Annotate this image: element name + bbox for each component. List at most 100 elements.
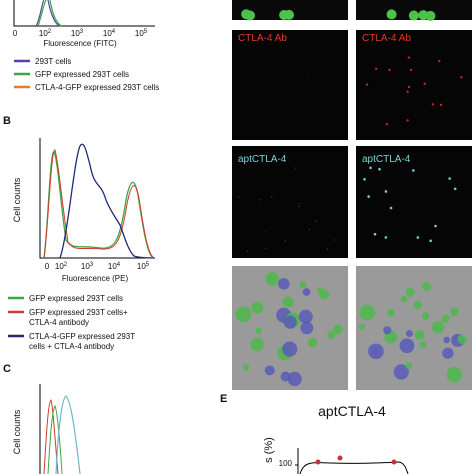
cell [302, 288, 311, 296]
tick-base: 10 [108, 262, 117, 271]
cell [298, 205, 300, 207]
x-tick-label: 104 [108, 262, 121, 271]
tick-exp: 2 [64, 262, 68, 268]
cell [307, 337, 318, 348]
cell [327, 331, 335, 339]
curve [43, 149, 154, 259]
cell [235, 306, 252, 323]
cell [298, 203, 300, 205]
y-tick-label: 100 [279, 459, 293, 468]
cell [359, 304, 376, 321]
cell [295, 167, 297, 169]
cell [405, 330, 413, 338]
cell [265, 231, 267, 233]
cell [446, 366, 462, 383]
cell [384, 236, 388, 239]
cell [295, 90, 297, 92]
cell [385, 123, 389, 126]
cell [287, 371, 302, 387]
tick-exp: 5 [146, 262, 150, 268]
legend-label: GFP expressed 293T cells [29, 294, 123, 303]
cell [421, 281, 431, 291]
axes [295, 448, 299, 474]
panel-d [232, 0, 472, 390]
cell [438, 59, 441, 63]
dot [337, 455, 343, 461]
cell [255, 327, 262, 334]
row-label: aptCTLA-4 [238, 154, 287, 165]
cell [365, 83, 369, 86]
cell [308, 228, 310, 231]
x-tick-label: 102 [55, 262, 68, 271]
cell [407, 85, 411, 89]
axes [13, 0, 155, 27]
cell [250, 337, 264, 352]
micrograph [232, 30, 348, 140]
cell [255, 132, 257, 134]
cell [443, 336, 450, 344]
cell [429, 239, 432, 243]
cell [378, 167, 381, 171]
legend-label: CTLA-4-GFP expressed 293T cells [35, 83, 159, 92]
x-axis-label: Fluorescence (PE) [62, 274, 129, 283]
cell [407, 56, 411, 59]
cell [409, 68, 413, 72]
curve [43, 399, 59, 474]
cell [253, 114, 255, 116]
x-tick-label: 104 [103, 29, 116, 38]
tick-base: 10 [39, 29, 48, 38]
cell [319, 289, 330, 300]
x-tick-label: 105 [137, 262, 150, 271]
tick-base: 10 [135, 29, 144, 38]
panel-label: E [220, 393, 227, 405]
x-tick-label: 102 [39, 29, 52, 38]
cell [406, 90, 409, 93]
tick-base: 10 [137, 262, 146, 271]
micrograph [356, 0, 472, 20]
cell [400, 296, 408, 303]
tick-base: 10 [55, 262, 64, 271]
cell [416, 236, 420, 239]
tick-exp: 5 [144, 29, 148, 35]
x-tick-label: 103 [71, 29, 84, 38]
cell [358, 323, 366, 330]
cell [246, 250, 248, 252]
cell [448, 177, 451, 180]
cell [249, 86, 252, 88]
x-tick-label: 103 [81, 262, 94, 271]
tick-base: 10 [103, 29, 112, 38]
x-tick-label: 0 [13, 29, 18, 38]
cell [434, 224, 437, 228]
cell [408, 10, 419, 21]
cell [432, 321, 445, 334]
micrograph [232, 146, 348, 258]
legend-label: GFP expressed 293T cells [35, 70, 129, 79]
x-axis-label: Fluorescence (FITC) [43, 39, 117, 48]
cell [368, 343, 384, 360]
cell [412, 169, 415, 172]
cell [264, 365, 275, 376]
cell [441, 314, 450, 323]
cell [419, 341, 427, 349]
cell [284, 240, 287, 242]
cell [374, 67, 378, 71]
cell [335, 130, 337, 133]
cell [282, 341, 298, 357]
cell [300, 321, 314, 335]
cell [326, 248, 328, 250]
panel-e: E aptCTLA-4 s (%) 100 [220, 393, 409, 474]
curve [55, 395, 81, 474]
cell [242, 364, 250, 371]
curve [59, 143, 156, 259]
cell [278, 278, 290, 290]
tick-base: 10 [71, 29, 80, 38]
cell [298, 309, 313, 324]
cell [294, 77, 296, 79]
legend-label: CTLA-4-GFP expressed 293T [29, 332, 135, 341]
legend-label: 293T cells [35, 57, 71, 66]
cell [457, 334, 467, 345]
cell [307, 62, 309, 64]
y-axis-label: Cell counts [12, 177, 22, 222]
cell [367, 195, 370, 198]
